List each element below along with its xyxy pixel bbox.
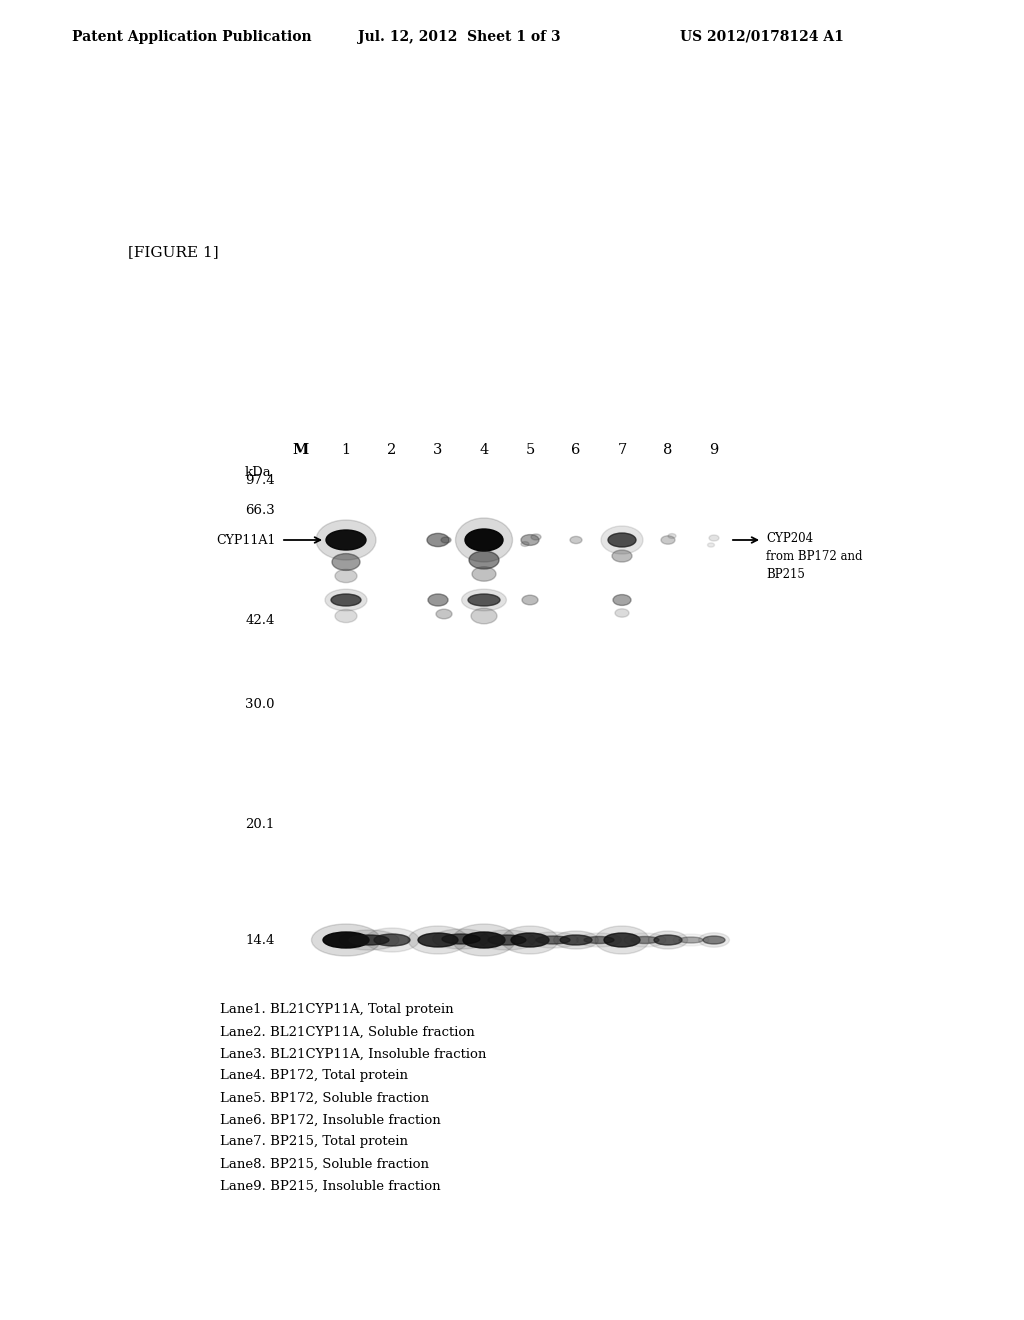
Ellipse shape — [668, 533, 676, 539]
Ellipse shape — [418, 933, 458, 946]
Ellipse shape — [428, 594, 449, 606]
Ellipse shape — [462, 589, 507, 611]
Ellipse shape — [521, 541, 529, 546]
Ellipse shape — [427, 533, 449, 546]
Text: Lane5. BP172, Soluble fraction: Lane5. BP172, Soluble fraction — [220, 1092, 429, 1105]
Text: US 2012/0178124 A1: US 2012/0178124 A1 — [680, 30, 844, 44]
Text: 30.0: 30.0 — [246, 698, 274, 711]
Text: 3: 3 — [433, 444, 442, 457]
Text: from BP172 and: from BP172 and — [766, 550, 862, 564]
Ellipse shape — [527, 932, 579, 948]
Text: 97.4: 97.4 — [245, 474, 274, 487]
Ellipse shape — [612, 550, 632, 562]
Ellipse shape — [469, 550, 499, 569]
Text: 42.4: 42.4 — [246, 614, 274, 627]
Text: [FIGURE 1]: [FIGURE 1] — [128, 246, 219, 259]
Ellipse shape — [408, 927, 468, 954]
Ellipse shape — [326, 531, 366, 550]
Text: Lane9. BP215, Insoluble fraction: Lane9. BP215, Insoluble fraction — [220, 1180, 440, 1192]
Ellipse shape — [511, 933, 549, 946]
Text: 14.4: 14.4 — [246, 933, 274, 946]
Text: M: M — [292, 444, 308, 457]
Ellipse shape — [488, 935, 526, 945]
Text: Lane3. BL21CYP11A, Insoluble fraction: Lane3. BL21CYP11A, Insoluble fraction — [220, 1048, 486, 1060]
Ellipse shape — [595, 927, 649, 954]
Ellipse shape — [698, 933, 729, 948]
Ellipse shape — [662, 536, 675, 544]
Text: kDa: kDa — [245, 466, 271, 479]
Ellipse shape — [631, 936, 659, 944]
Ellipse shape — [468, 594, 500, 606]
Text: Lane7. BP215, Total protein: Lane7. BP215, Total protein — [220, 1135, 408, 1148]
Ellipse shape — [673, 935, 709, 946]
Ellipse shape — [531, 535, 541, 540]
Ellipse shape — [521, 535, 539, 545]
Text: Lane6. BP172, Insoluble fraction: Lane6. BP172, Insoluble fraction — [220, 1114, 440, 1126]
Ellipse shape — [709, 535, 719, 541]
Text: 9: 9 — [710, 444, 719, 457]
Ellipse shape — [536, 936, 570, 944]
Ellipse shape — [613, 594, 631, 606]
Ellipse shape — [374, 935, 410, 946]
Ellipse shape — [335, 610, 357, 623]
Text: 8: 8 — [664, 444, 673, 457]
Ellipse shape — [441, 537, 451, 543]
Ellipse shape — [502, 927, 558, 954]
Text: 6: 6 — [571, 444, 581, 457]
Ellipse shape — [654, 935, 682, 945]
Text: CYP204: CYP204 — [766, 532, 813, 544]
Ellipse shape — [522, 595, 538, 605]
Ellipse shape — [584, 936, 614, 944]
Ellipse shape — [463, 932, 505, 948]
Ellipse shape — [349, 935, 389, 945]
Ellipse shape — [316, 520, 376, 560]
Ellipse shape — [332, 553, 360, 570]
Ellipse shape — [442, 935, 480, 944]
Ellipse shape — [436, 610, 452, 619]
Ellipse shape — [453, 924, 515, 956]
Ellipse shape — [615, 609, 629, 618]
Text: BP215: BP215 — [766, 568, 805, 581]
Text: Jul. 12, 2012  Sheet 1 of 3: Jul. 12, 2012 Sheet 1 of 3 — [358, 30, 560, 44]
Ellipse shape — [601, 525, 643, 554]
Ellipse shape — [325, 589, 367, 611]
Ellipse shape — [604, 933, 640, 946]
Ellipse shape — [331, 594, 361, 606]
Ellipse shape — [432, 929, 489, 949]
Ellipse shape — [554, 931, 598, 949]
Text: 66.3: 66.3 — [245, 503, 274, 516]
Text: Lane1. BL21CYP11A, Total protein: Lane1. BL21CYP11A, Total protein — [220, 1003, 454, 1016]
Ellipse shape — [365, 928, 419, 952]
Ellipse shape — [335, 569, 357, 582]
Text: 7: 7 — [617, 444, 627, 457]
Ellipse shape — [323, 932, 369, 948]
Text: 2: 2 — [387, 444, 396, 457]
Ellipse shape — [708, 543, 715, 546]
Ellipse shape — [311, 924, 381, 956]
Ellipse shape — [570, 536, 582, 544]
Ellipse shape — [560, 935, 592, 945]
Text: 20.1: 20.1 — [246, 818, 274, 832]
Ellipse shape — [339, 931, 399, 950]
Text: Lane4. BP172, Total protein: Lane4. BP172, Total protein — [220, 1069, 408, 1082]
Text: Lane8. BP215, Soluble fraction: Lane8. BP215, Soluble fraction — [220, 1158, 429, 1171]
Ellipse shape — [648, 931, 687, 949]
Ellipse shape — [456, 517, 512, 562]
Ellipse shape — [478, 931, 536, 950]
Ellipse shape — [471, 609, 497, 624]
Ellipse shape — [624, 933, 666, 946]
Text: 1: 1 — [341, 444, 350, 457]
Ellipse shape — [465, 529, 503, 550]
Text: 5: 5 — [525, 444, 535, 457]
Text: 4: 4 — [479, 444, 488, 457]
Text: CYP11A1: CYP11A1 — [217, 533, 276, 546]
Ellipse shape — [703, 936, 725, 944]
Text: Lane2. BL21CYP11A, Soluble fraction: Lane2. BL21CYP11A, Soluble fraction — [220, 1026, 475, 1039]
Ellipse shape — [577, 933, 622, 946]
Text: Patent Application Publication: Patent Application Publication — [72, 30, 311, 44]
Ellipse shape — [608, 533, 636, 546]
Ellipse shape — [472, 566, 496, 581]
Ellipse shape — [679, 937, 703, 942]
